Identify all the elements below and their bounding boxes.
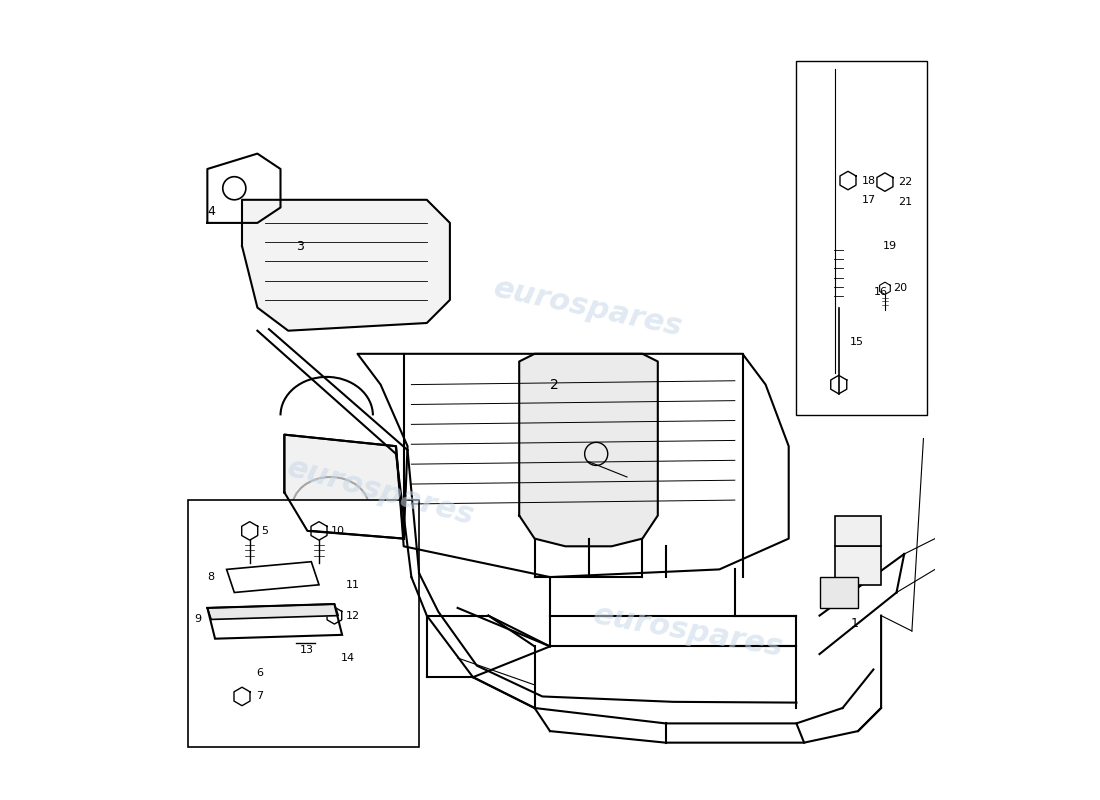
Bar (796, 62, 927, 415)
Text: 1: 1 (850, 617, 858, 630)
Ellipse shape (839, 267, 869, 278)
Text: 15: 15 (850, 338, 865, 347)
Circle shape (837, 275, 871, 309)
Text: 5: 5 (262, 526, 268, 536)
Polygon shape (284, 434, 404, 538)
Text: 3: 3 (296, 239, 304, 253)
Text: 9: 9 (195, 614, 201, 625)
Text: 4: 4 (207, 205, 216, 218)
Polygon shape (207, 604, 339, 619)
Bar (835, 515, 881, 546)
Text: 17: 17 (862, 194, 876, 205)
Text: eurospares: eurospares (591, 600, 786, 662)
Bar (820, 577, 858, 608)
Ellipse shape (839, 215, 869, 226)
Text: 8: 8 (207, 572, 215, 582)
Text: 12: 12 (345, 610, 360, 621)
Text: 6: 6 (256, 668, 263, 678)
Text: 22: 22 (898, 177, 912, 187)
Text: 10: 10 (330, 526, 344, 536)
Text: 20: 20 (893, 283, 907, 294)
Text: eurospares: eurospares (492, 274, 685, 342)
Text: 14: 14 (341, 653, 354, 663)
Text: 16: 16 (873, 287, 888, 297)
Text: 19: 19 (882, 241, 896, 251)
FancyBboxPatch shape (828, 236, 883, 258)
Bar (835, 546, 881, 585)
Text: 2: 2 (550, 378, 559, 391)
Ellipse shape (839, 256, 869, 266)
Bar (188, 500, 419, 746)
Polygon shape (519, 354, 658, 546)
Ellipse shape (839, 226, 869, 238)
Text: 18: 18 (862, 175, 876, 186)
Text: 13: 13 (299, 646, 314, 655)
Text: 11: 11 (345, 580, 360, 590)
Text: 21: 21 (898, 197, 912, 207)
Text: 7: 7 (256, 691, 263, 702)
Polygon shape (242, 200, 450, 330)
Text: eurospares: eurospares (284, 454, 477, 531)
